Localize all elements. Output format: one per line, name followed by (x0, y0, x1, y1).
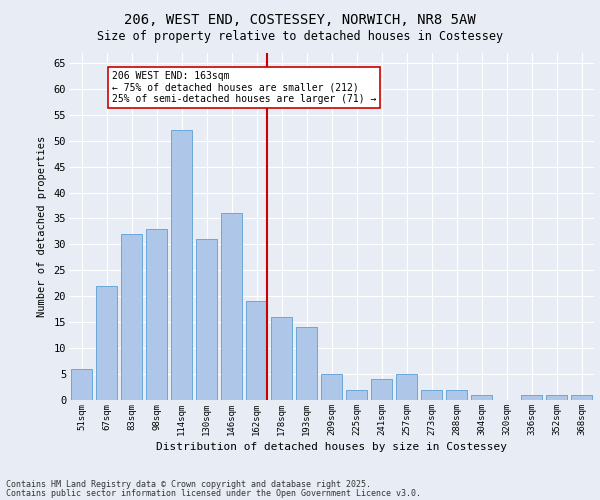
Bar (221, 214, 242, 400)
Text: 206 WEST END: 163sqm
← 75% of detached houses are smaller (212)
25% of semi-deta: 206 WEST END: 163sqm ← 75% of detached h… (112, 70, 376, 104)
Bar (71, 369, 92, 400)
Bar (471, 395, 492, 400)
X-axis label: Distribution of detached houses by size in Costessey: Distribution of detached houses by size … (156, 442, 507, 452)
Bar (121, 234, 142, 400)
Bar (446, 390, 467, 400)
Bar (421, 390, 442, 400)
Bar (371, 380, 392, 400)
Bar (246, 302, 267, 400)
Bar (546, 395, 567, 400)
Text: Size of property relative to detached houses in Costessey: Size of property relative to detached ho… (97, 30, 503, 43)
Bar (571, 395, 592, 400)
Text: 206, WEST END, COSTESSEY, NORWICH, NR8 5AW: 206, WEST END, COSTESSEY, NORWICH, NR8 5… (124, 12, 476, 26)
Bar (521, 395, 542, 400)
Bar (321, 374, 342, 400)
Bar (196, 239, 217, 400)
Y-axis label: Number of detached properties: Number of detached properties (37, 136, 47, 317)
Text: Contains public sector information licensed under the Open Government Licence v3: Contains public sector information licen… (6, 490, 421, 498)
Bar (346, 390, 367, 400)
Bar (96, 286, 117, 400)
Bar (171, 130, 192, 400)
Bar (396, 374, 417, 400)
Bar (271, 317, 292, 400)
Bar (146, 229, 167, 400)
Bar (296, 328, 317, 400)
Text: Contains HM Land Registry data © Crown copyright and database right 2025.: Contains HM Land Registry data © Crown c… (6, 480, 371, 489)
